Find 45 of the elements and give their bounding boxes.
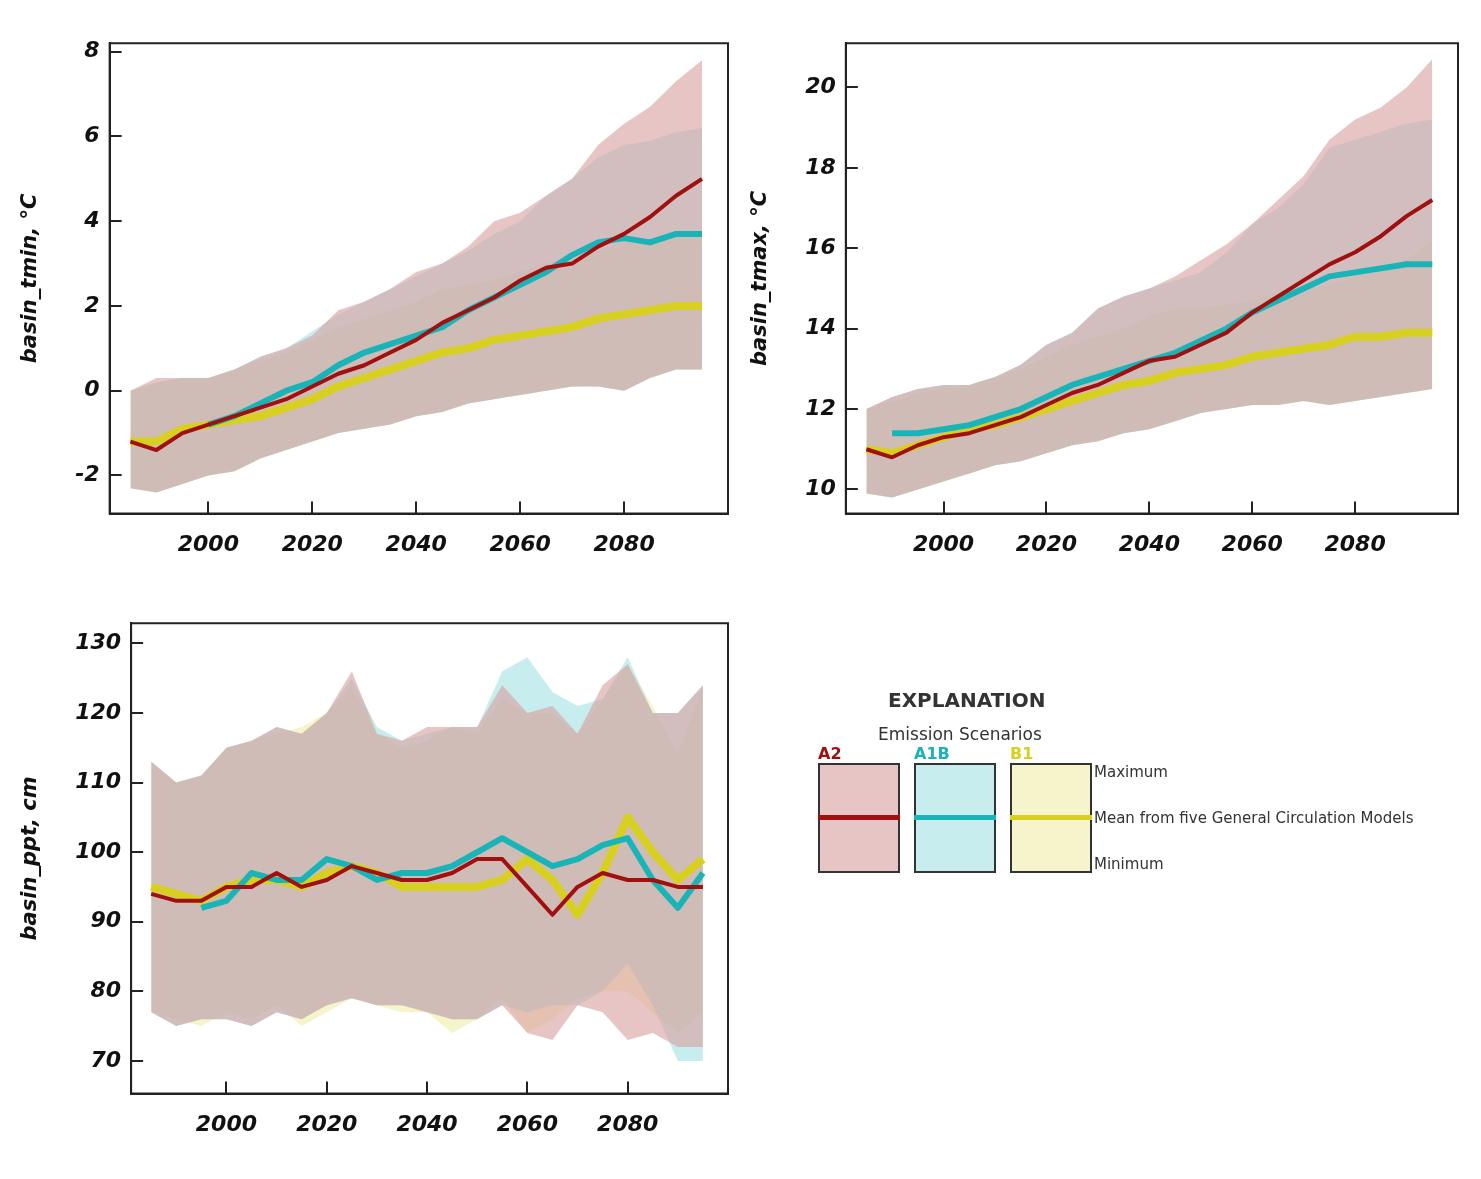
y-tick-label: 12: [805, 394, 836, 420]
y-tick-label: -2: [75, 461, 100, 487]
y-tick-label: 130: [75, 629, 122, 655]
text: A1B: [914, 744, 951, 763]
x-tick-label: 2040: [396, 1110, 458, 1136]
y-axis-title: basin_tmin, °C: [17, 193, 42, 364]
y-axis-title: basin_ppt, cm: [17, 776, 42, 941]
x-tick-label: 2000: [912, 530, 975, 556]
x-tick-label: 2020: [281, 530, 343, 556]
y-tick-label: 100: [75, 837, 122, 863]
text: A2: [818, 744, 843, 763]
y-tick-label: 4: [83, 206, 100, 232]
x-tick-label: 2040: [385, 530, 447, 556]
text: EXPLANATION: [888, 688, 1047, 712]
text: Minimum: [1094, 855, 1165, 873]
legend-title: Emission Scenarios: [878, 724, 1043, 744]
x-tick-label: 2080: [593, 530, 655, 556]
y-tick-label: 90: [90, 907, 122, 933]
y-tick-label: 6: [84, 122, 100, 148]
x-tick-label: 2080: [597, 1110, 659, 1136]
y-tick-label: 8: [84, 37, 100, 63]
y-tick-label: 120: [75, 698, 122, 724]
text: Mean from five General Circulation Models: [1094, 809, 1414, 827]
x-tick-label: 2020: [1015, 530, 1078, 556]
y-tick-label: 110: [75, 768, 122, 794]
y-tick-label: 16: [805, 233, 836, 259]
y-tick-label: 14: [805, 314, 836, 340]
y-tick-label: 18: [805, 153, 836, 179]
y-tick-label: 0: [84, 376, 100, 402]
x-tick-label: 2020: [296, 1110, 358, 1136]
y-tick-label: 70: [90, 1046, 122, 1072]
text: Maximum: [1094, 763, 1169, 781]
x-tick-label: 2080: [1324, 530, 1386, 556]
y-tick-label: 80: [90, 977, 122, 1003]
x-tick-label: 2060: [496, 1110, 558, 1136]
y-axis-title: basin_tmax, °C: [747, 190, 772, 366]
y-tick-label: 2: [84, 291, 100, 317]
y-tick-label: 20: [805, 73, 836, 99]
x-tick-label: 2000: [195, 1110, 258, 1136]
text: B1: [1010, 744, 1035, 763]
x-tick-label: 2040: [1118, 530, 1180, 556]
x-tick-label: 2060: [1221, 530, 1283, 556]
x-tick-label: 2000: [177, 530, 239, 556]
y-tick-label: 10: [805, 475, 836, 501]
x-tick-label: 2060: [489, 530, 551, 556]
